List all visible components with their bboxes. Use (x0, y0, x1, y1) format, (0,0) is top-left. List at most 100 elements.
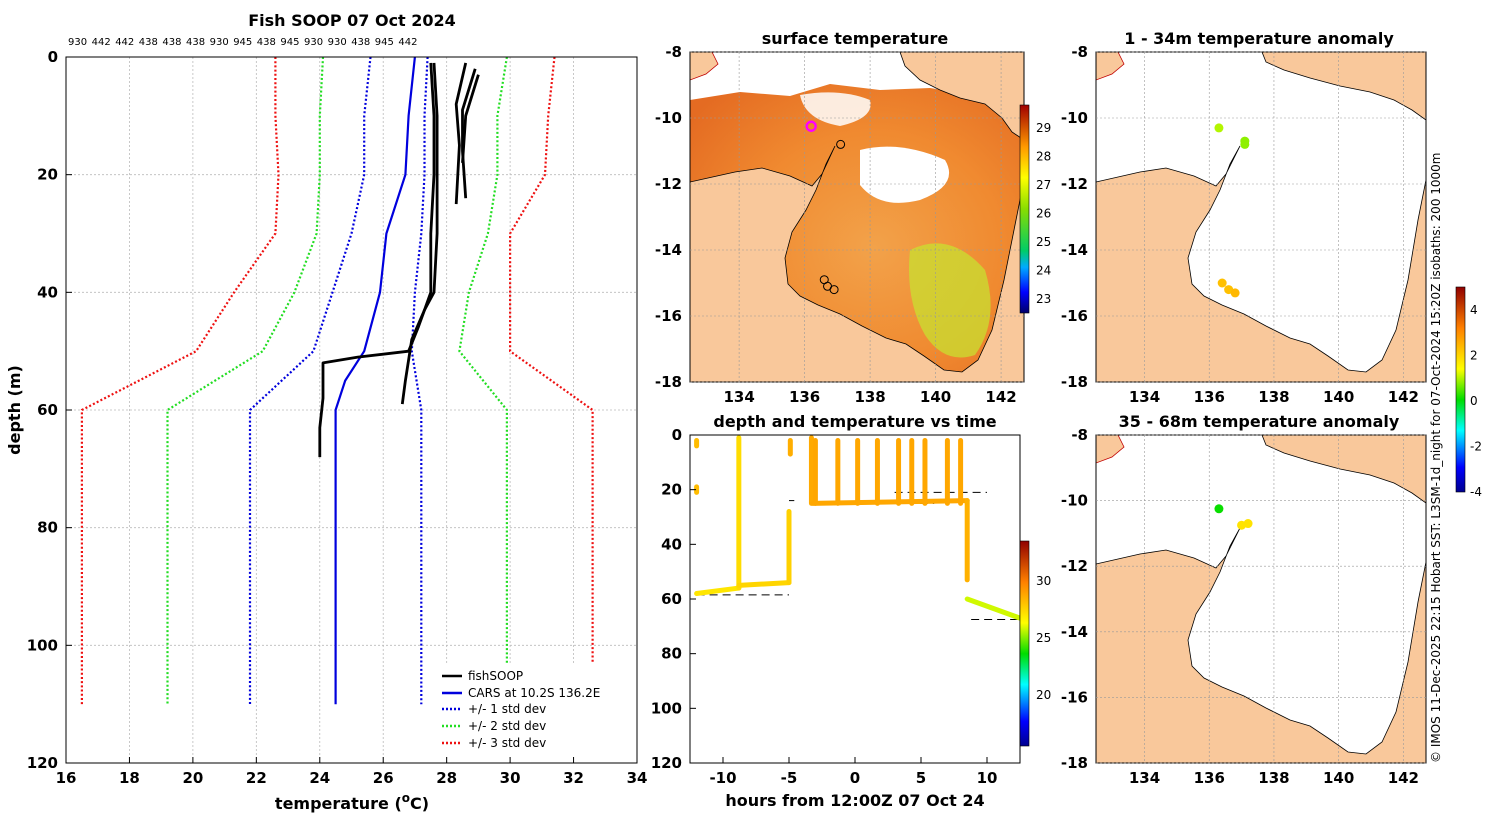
profile-top-label: 438 (257, 37, 276, 48)
profile-x-tick-label: 22 (246, 769, 267, 787)
anom2-grid-ticks: 134 136 138 140 142 -8 -10 -12 -14 -16 -18 (1061, 426, 1426, 787)
map-x-tick-label: 134 (1129, 388, 1160, 406)
map-x-tick-label: 140 (920, 388, 951, 406)
anom2-point (1243, 519, 1253, 529)
profile-x-tick-label: 26 (373, 769, 394, 787)
profile-series-line (461, 74, 480, 163)
map-y-tick-label: -14 (655, 241, 682, 259)
time-plot-title: depth and temperature vs time (713, 412, 996, 431)
map-y-tick-label: -16 (655, 307, 682, 325)
profile-top-label: 438 (139, 37, 158, 48)
profile-y-tick-label: 0 (48, 48, 58, 66)
sst-map-cloud-gap (800, 92, 871, 126)
map-x-tick-label: 138 (1258, 388, 1289, 406)
legend-std2: +/- 2 std dev (468, 719, 546, 733)
sst-map-cloud-gap (860, 146, 950, 203)
profile-top-label: 438 (351, 37, 370, 48)
profile-top-label: 930 (304, 37, 323, 48)
map-y-tick-label: -14 (1061, 241, 1088, 259)
anom2-map-body (1096, 435, 1426, 763)
time-x-tick-label: -10 (709, 769, 736, 787)
sst-map-markers (805, 120, 846, 295)
map-x-tick-label: 134 (1129, 769, 1160, 787)
anom1-land-north (1261, 52, 1426, 121)
map-y-tick-label: -12 (1061, 557, 1088, 575)
anom-colorbar-tick-label: 2 (1470, 348, 1478, 362)
sst-station-marker (829, 285, 839, 295)
profile-top-label: 945 (233, 37, 252, 48)
profile-x-tick-label: 24 (309, 769, 330, 787)
map-x-tick-label: 140 (1323, 769, 1354, 787)
sst-colorbar-ticks: 29 28 27 26 25 24 23 (1036, 121, 1051, 306)
map-x-tick-label: 136 (789, 388, 820, 406)
profile-top-label: 930 (68, 37, 87, 48)
map-y-tick-label: -16 (1061, 307, 1088, 325)
map-y-tick-label: -18 (655, 373, 682, 391)
profile-x-tick-label: 34 (627, 769, 648, 787)
legend-std1: +/- 1 std dev (468, 702, 546, 716)
anom2-point (1214, 504, 1224, 514)
sst-colorbar-tick-label: 23 (1036, 292, 1051, 306)
map-x-tick-label: 138 (1258, 769, 1289, 787)
profile-x-tick-label: 18 (119, 769, 140, 787)
time-y-tick-label: 80 (661, 645, 682, 663)
profile-series-line (400, 62, 439, 405)
profile-top-labels: 930 442 442 438 438 438 930 945 438 945 930 930 438 9… (68, 37, 417, 48)
sst-colorbar (1019, 104, 1030, 314)
sst-map-land-west (690, 52, 719, 81)
time-plot-xlabel: hours from 12:00Z 07 Oct 24 (725, 791, 984, 810)
map-x-tick-label: 142 (985, 388, 1016, 406)
anom1-land-south (1096, 145, 1426, 382)
profile-top-label: 930 (328, 37, 347, 48)
anom2-land-north (1261, 435, 1426, 504)
map-y-tick-label: -18 (1061, 373, 1088, 391)
profile-series-line (458, 56, 508, 705)
profile-x-tick-label: 28 (436, 769, 457, 787)
map-y-tick-label: -14 (1061, 623, 1088, 641)
map-y-tick-label: -10 (1061, 109, 1088, 127)
map-y-tick-label: -16 (1061, 688, 1088, 706)
profile-series-line (461, 68, 477, 199)
profile-y-tick-label: 60 (37, 401, 58, 419)
anom1-map-body (1096, 52, 1426, 382)
profile-series-line (334, 56, 416, 705)
profile-y-tick-label: 120 (27, 754, 58, 772)
profile-top-label: 945 (280, 37, 299, 48)
time-y-tick-label: 100 (651, 699, 682, 717)
profile-top-label: 438 (186, 37, 205, 48)
anom1-point (1240, 139, 1250, 149)
time-x-tick-label: 0 (850, 769, 860, 787)
map-y-tick-label: -18 (1061, 754, 1088, 772)
map-x-tick-label: 140 (1323, 388, 1354, 406)
profile-series-line (454, 62, 468, 205)
sst-map-title: surface temperature (762, 29, 949, 48)
profile-x-tick-label: 16 (56, 769, 77, 787)
profile-top-label: 442 (115, 37, 134, 48)
map-x-tick-label: 142 (1388, 769, 1419, 787)
profile-series-line (80, 57, 280, 705)
profile-y-tick-label: 80 (37, 519, 58, 537)
sst-station-marker (836, 139, 846, 149)
time-depth-segment (694, 585, 742, 597)
time-x-tick-label: -5 (781, 769, 798, 787)
anom1-point (1214, 123, 1224, 133)
anom1-point (1230, 288, 1240, 298)
map-y-tick-label: -12 (655, 175, 682, 193)
profile-grid (65, 56, 638, 764)
map-y-tick-label: -10 (655, 109, 682, 127)
profile-y-tick-label: 20 (37, 166, 58, 184)
anom2-points (1214, 504, 1253, 530)
map-y-tick-label: -10 (1061, 492, 1088, 510)
time-colorbar (1019, 540, 1030, 747)
anom-colorbar-tick-label: -2 (1470, 439, 1482, 453)
time-colorbar-tick-label: 20 (1036, 688, 1051, 702)
profile-top-label: 945 (375, 37, 394, 48)
time-depth-segment (736, 580, 792, 588)
anom-colorbar (1455, 286, 1466, 493)
profile-series-line (248, 56, 372, 705)
anom1-map-title: 1 - 34m temperature anomaly (1124, 29, 1394, 48)
profile-series-line (509, 56, 594, 705)
profile-x-tick-label: 32 (563, 769, 584, 787)
sst-colorbar-tick-label: 27 (1036, 178, 1051, 192)
